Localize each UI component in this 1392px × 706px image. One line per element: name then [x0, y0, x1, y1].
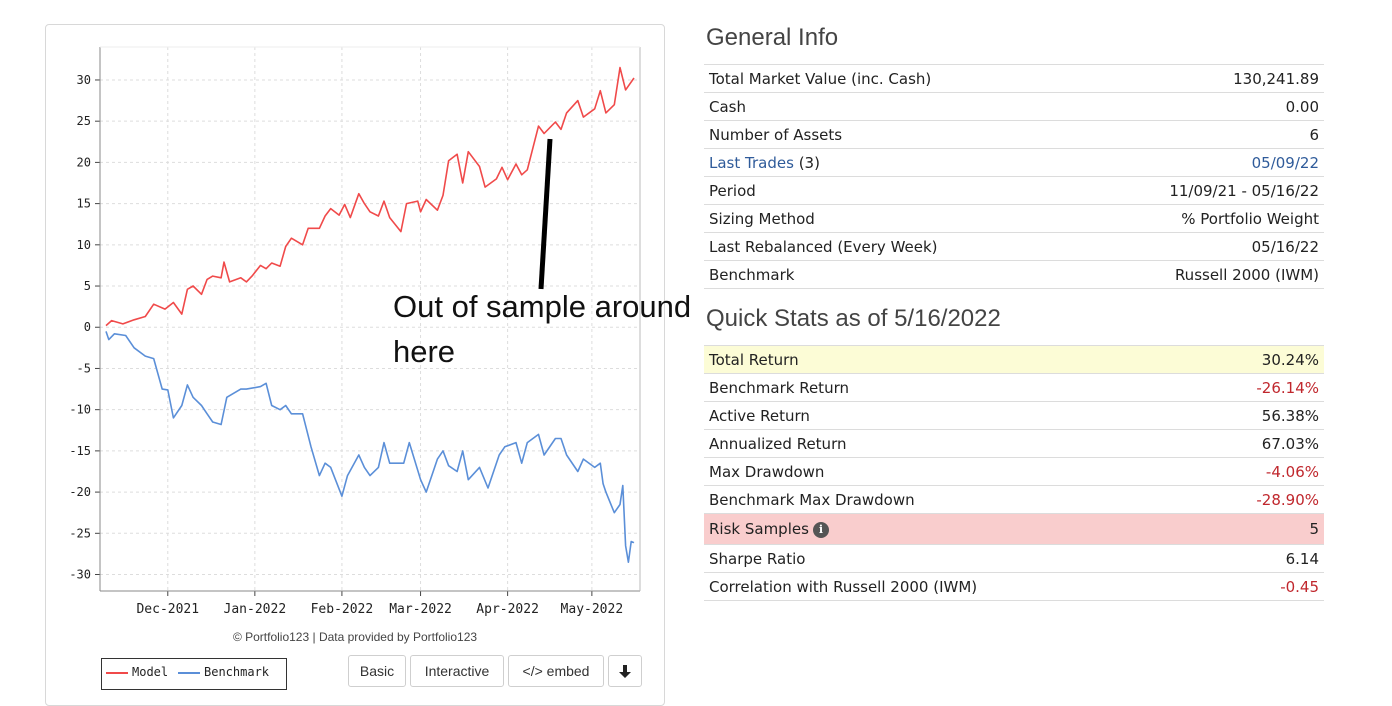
row-value: 5 — [1195, 513, 1324, 545]
x-tick-label: Jan-2022 — [224, 602, 287, 617]
row-value: 6 — [1075, 120, 1324, 149]
row-label: Last Trades (3) — [704, 148, 1076, 177]
table-row: Max Drawdown -4.06% — [704, 457, 1324, 486]
x-tick-label: May-2022 — [561, 602, 624, 617]
chart-credit: © Portfolio123 | Data provided by Portfo… — [232, 630, 478, 644]
row-label: Active Return — [704, 401, 1196, 430]
row-value: 30.24% — [1195, 345, 1324, 374]
row-value: Russell 2000 (IWM) — [1075, 260, 1324, 289]
y-tick-label: 10 — [77, 238, 91, 252]
annotation-line-1: Out of sample around — [393, 289, 692, 324]
row-value: 05/16/22 — [1075, 232, 1324, 261]
row-label: Correlation with Russell 2000 (IWM) — [704, 572, 1196, 601]
series-line-benchmark — [105, 331, 635, 564]
row-label: Risk Samples i — [704, 513, 1196, 545]
table-row: Last Rebalanced (Every Week) 05/16/22 — [704, 232, 1324, 261]
table-row: Active Return 56.38% — [704, 401, 1324, 430]
row-label: Annualized Return — [704, 429, 1196, 458]
y-tick-label: 5 — [84, 279, 91, 293]
row-value: 130,241.89 — [1075, 64, 1324, 93]
chart-legend: Model Benchmark — [101, 658, 287, 690]
row-value: -0.45 — [1195, 572, 1324, 601]
download-arrow-icon — [619, 665, 631, 679]
y-tick-label: 20 — [77, 155, 91, 169]
row-value: 11/09/21 - 05/16/22 — [1075, 176, 1324, 205]
table-row: Annualized Return 67.03% — [704, 429, 1324, 458]
legend-item-model[interactable]: Model — [106, 665, 168, 679]
row-label: Benchmark — [704, 260, 1076, 289]
row-label: Total Market Value (inc. Cash) — [704, 64, 1076, 93]
table-row: Correlation with Russell 2000 (IWM) -0.4… — [704, 572, 1324, 601]
interactive-button[interactable]: Interactive — [410, 655, 504, 687]
y-tick-label: 0 — [84, 320, 91, 334]
general-info-table: Total Market Value (inc. Cash) 130,241.8… — [704, 64, 1324, 289]
y-tick-label: -15 — [69, 444, 91, 458]
risk-samples-label: Risk Samples — [709, 520, 809, 538]
basic-button[interactable]: Basic — [348, 655, 406, 687]
last-trades-date-link[interactable]: 05/09/22 — [1251, 153, 1319, 172]
row-label: Total Return — [704, 345, 1196, 374]
row-label: Max Drawdown — [704, 457, 1196, 486]
table-row: Total Return 30.24% — [704, 345, 1324, 374]
row-value: 6.14 — [1195, 544, 1324, 573]
row-label: Benchmark Return — [704, 373, 1196, 402]
y-tick-label: -30 — [69, 568, 91, 582]
row-label: Sizing Method — [704, 204, 1076, 233]
y-tick-label: -25 — [69, 526, 91, 540]
row-label: Sharpe Ratio — [704, 544, 1196, 573]
y-tick-label: 25 — [77, 114, 91, 128]
legend-label-benchmark: Benchmark — [204, 665, 270, 679]
table-row: Last Trades (3) 05/09/22 — [704, 148, 1324, 177]
chart-panel: 30 25 20 15 10 5 0 -5 -10 -15 -20 -25 -30 Dec-2021 Jan… — [45, 24, 665, 706]
y-tick-label: 30 — [77, 73, 91, 87]
annotation-line-2: here — [393, 334, 456, 369]
table-row: Period 11/09/21 - 05/16/22 — [704, 176, 1324, 205]
table-row: Benchmark Max Drawdown -28.90% — [704, 485, 1324, 514]
info-icon[interactable]: i — [812, 521, 829, 538]
legend-item-benchmark[interactable]: Benchmark — [178, 665, 269, 679]
row-value: % Portfolio Weight — [1075, 204, 1324, 233]
download-button[interactable] — [608, 655, 642, 687]
row-value: -26.14% — [1195, 373, 1324, 402]
y-tick-label: -5 — [77, 361, 91, 375]
table-row: Cash 0.00 — [704, 92, 1324, 121]
row-label: Cash — [704, 92, 1076, 121]
x-tick-label: Dec-2021 — [136, 602, 199, 617]
row-value: -28.90% — [1195, 485, 1324, 514]
table-row: Benchmark Russell 2000 (IWM) — [704, 260, 1324, 289]
row-value: 05/09/22 — [1075, 148, 1324, 177]
series-line-model — [105, 66, 635, 327]
quick-stats-table: Total Return 30.24% Benchmark Return -26… — [704, 345, 1324, 601]
y-tick-label: 15 — [77, 197, 91, 211]
embed-button[interactable]: </> embed — [508, 655, 604, 687]
table-row: Sizing Method % Portfolio Weight — [704, 204, 1324, 233]
y-tick-label: -10 — [69, 403, 91, 417]
row-label: Number of Assets — [704, 120, 1076, 149]
row-value: 0.00 — [1075, 92, 1324, 121]
row-label: Benchmark Max Drawdown — [704, 485, 1196, 514]
x-tick-label: Mar-2022 — [389, 602, 452, 617]
table-row: Total Market Value (inc. Cash) 130,241.8… — [704, 64, 1324, 93]
x-tick-label: Feb-2022 — [311, 602, 374, 617]
row-value: 67.03% — [1195, 429, 1324, 458]
x-tick-label: Apr-2022 — [476, 602, 539, 617]
last-trades-link[interactable]: Last Trades — [709, 153, 794, 172]
quick-stats-title: Quick Stats as of 5/16/2022 — [706, 305, 1001, 332]
row-value: 56.38% — [1195, 401, 1324, 430]
row-label: Last Rebalanced (Every Week) — [704, 232, 1076, 261]
legend-label-model: Model — [132, 665, 169, 679]
last-trades-count: (3) — [798, 153, 820, 172]
general-info-title: General Info — [706, 24, 839, 51]
y-tick-label: -20 — [69, 485, 91, 499]
table-row: Number of Assets 6 — [704, 120, 1324, 149]
row-value: -4.06% — [1195, 457, 1324, 486]
table-row: Risk Samples i 5 — [704, 513, 1324, 545]
row-label: Period — [704, 176, 1076, 205]
table-row: Sharpe Ratio 6.14 — [704, 544, 1324, 573]
table-row: Benchmark Return -26.14% — [704, 373, 1324, 402]
chart-annotation: Out of sample around here — [393, 284, 733, 374]
